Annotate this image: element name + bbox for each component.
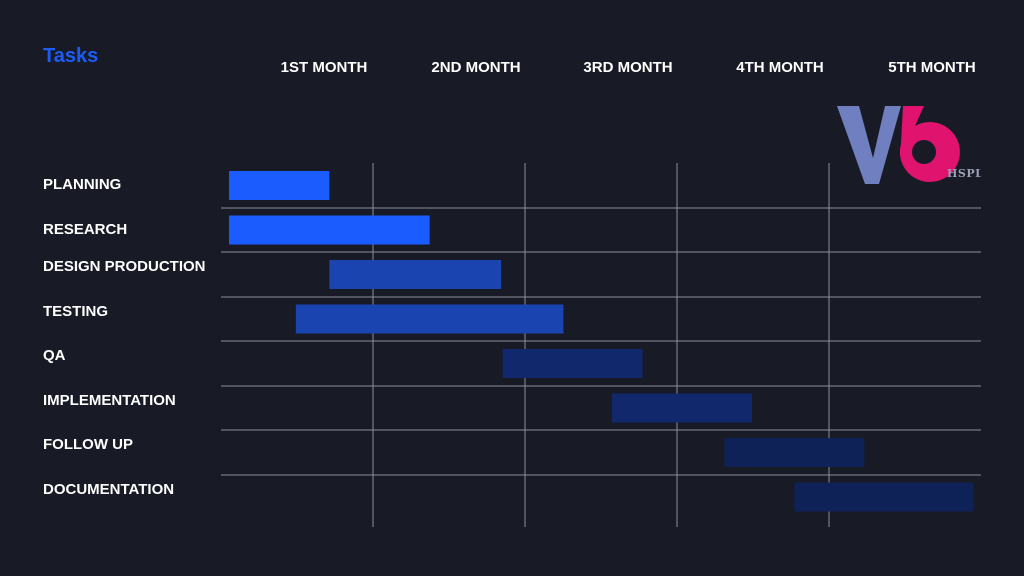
task-label-implementation: IMPLEMENTATION xyxy=(43,392,176,409)
logo-v-mark xyxy=(837,106,901,184)
gantt-bar-design-production xyxy=(329,260,502,289)
month-label-4: 4TH MONTH xyxy=(736,59,824,76)
gantt-bar-qa xyxy=(502,349,643,378)
gantt-bar-documentation xyxy=(794,482,974,512)
task-label-documentation: DOCUMENTATION xyxy=(43,481,175,498)
month-label-3: 3RD MONTH xyxy=(583,59,673,76)
gantt-bar-implementation xyxy=(612,393,752,423)
gantt-bar-research xyxy=(229,215,430,245)
gantt-bar-follow-up xyxy=(724,438,865,467)
task-label-testing: TESTING xyxy=(43,303,109,320)
month-label-5: 5TH MONTH xyxy=(888,59,976,76)
chart-title: Tasks xyxy=(43,45,99,67)
logo-six-mark xyxy=(899,106,960,183)
task-label-qa: QA xyxy=(43,347,66,364)
logo-subtext: HSPL xyxy=(947,167,981,180)
gantt-bar-planning xyxy=(229,171,330,200)
task-label-research: RESEARCH xyxy=(43,221,128,238)
task-label-design-production: DESIGN PRODUCTION xyxy=(43,258,206,275)
month-label-1: 1ST MONTH xyxy=(280,59,368,76)
task-label-follow-up: FOLLOW UP xyxy=(43,436,133,453)
task-label-planning: PLANNING xyxy=(43,176,122,193)
company-logo: HSPL xyxy=(837,106,981,184)
gantt-bar-testing xyxy=(295,304,564,334)
month-label-2: 2ND MONTH xyxy=(431,59,521,76)
